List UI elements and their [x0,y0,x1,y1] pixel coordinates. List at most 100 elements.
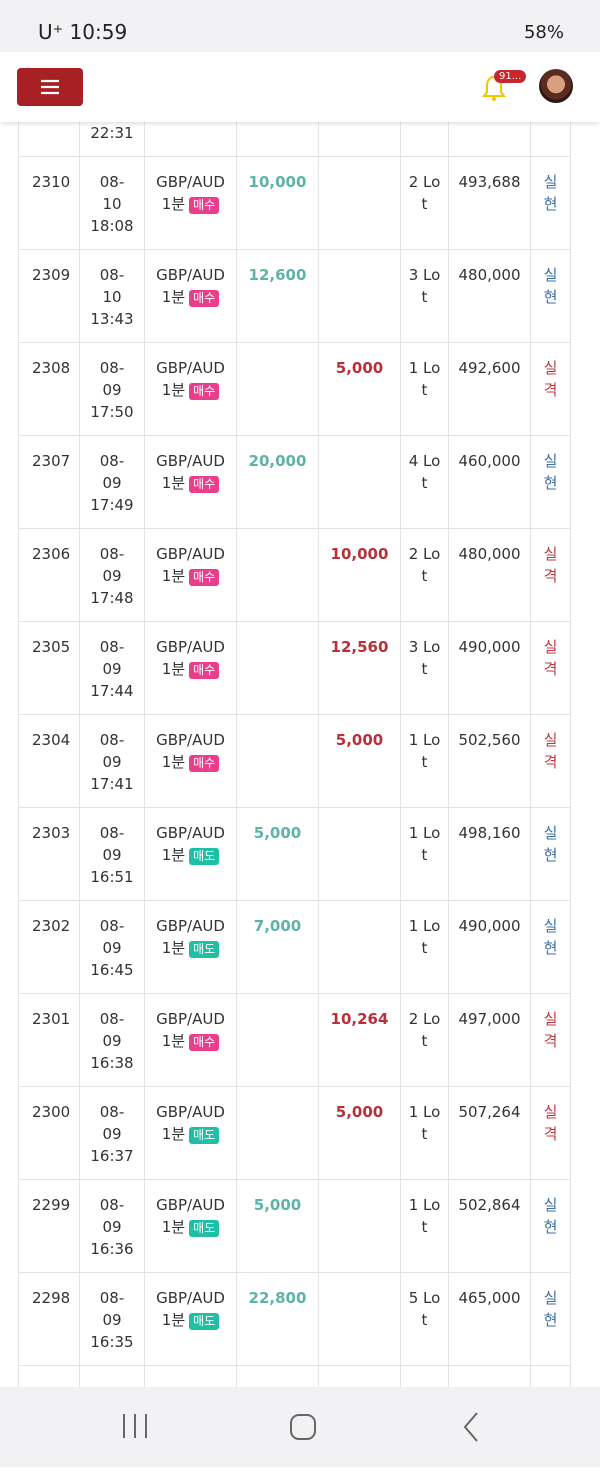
date-cell: 08-09 16:45 [80,901,145,994]
side-tag: 매수 [189,1034,220,1051]
status-cell: 실현 [531,157,571,250]
loss-cell [319,436,401,529]
balance: 460,000 [458,452,521,470]
period: 1분 [161,288,186,306]
side-tag: 매도 [189,1127,220,1144]
date: 08-09 [99,917,125,957]
balance-cell: 460,000 [449,436,531,529]
id-cell: 2303 [18,808,80,901]
pair-cell: GBP/AUD 1분 매도 [145,1273,237,1366]
date: 08-09 [99,1289,125,1329]
id-cell: 2306 [18,529,80,622]
side-tag: 매수 [189,383,220,400]
profit-cell [237,1087,319,1180]
balance-cell: 480,000 [449,529,531,622]
trade-id: 2302 [32,917,71,935]
loss: 5,000 [335,731,384,749]
lots: 1 Lot [408,731,441,771]
lots: 3 Lot [408,638,441,678]
lots-cell: 1 Lot [401,808,449,901]
lots-cell: 1 Lot [401,343,449,436]
status: 실격 [543,545,558,585]
balance-cell: 490,000 [449,901,531,994]
id-cell: 2305 [18,622,80,715]
balance: 480,000 [458,266,521,284]
date: 08-09 [99,1010,125,1050]
app-header: 91... [0,52,600,122]
table-cell [319,1366,401,1387]
loss-cell: 10,264 [319,994,401,1087]
balance: 498,160 [458,824,521,842]
loss-cell [319,250,401,343]
trade-id: 2298 [32,1289,71,1307]
nav-icons [123,1412,478,1442]
profit: 5,000 [253,824,302,842]
lots: 3 Lot [408,266,441,306]
loss: 5,000 [335,1103,384,1121]
status: 실격 [543,1010,558,1050]
pair-cell: GBP/AUD 1분 매수 [145,994,237,1087]
lots-cell: 1 Lot [401,715,449,808]
pair: GBP/AUD [156,1289,225,1307]
time: 17:49 [90,496,134,514]
trade-id: 2299 [32,1196,71,1214]
period: 1분 [161,753,186,771]
time: 17:48 [90,589,134,607]
pair-cell: GBP/AUD 1분 매수 [145,157,237,250]
lots: 1 Lot [408,917,441,957]
table-cell [237,122,319,157]
pair-cell: GBP/AUD 1분 매수 [145,343,237,436]
time: 16:37 [90,1147,134,1165]
side-tag: 매수 [189,569,220,586]
status-cell: 실격 [531,715,571,808]
balance: 502,560 [458,731,521,749]
side-tag: 매도 [189,1220,220,1237]
id-cell: 2300 [18,1087,80,1180]
trade-id: 2300 [32,1103,71,1121]
trade-table: 22:31 2310 08-10 18:08 GBP/AUD 1분 매수 10,000 2 Lo… [0,122,600,1387]
date-cell: 08-09 17:49 [80,436,145,529]
avatar[interactable] [539,69,573,103]
status-cell: 실현 [531,436,571,529]
loss: 12,560 [330,638,389,656]
profit-cell: 5,000 [237,1180,319,1273]
profit-cell [237,715,319,808]
status: 실현 [543,1289,558,1329]
lots-cell: 1 Lot [401,1180,449,1273]
time: 17:41 [90,775,134,793]
side-tag: 매수 [189,197,220,214]
lots-cell: 5 Lot [401,1273,449,1366]
table-cell [401,1366,449,1387]
profit-cell: 10,000 [237,157,319,250]
pair-cell: GBP/AUD 1분 매도 [145,1180,237,1273]
trade-id: 2305 [32,638,71,656]
balance: 502,864 [458,1196,521,1214]
balance: 480,000 [458,545,521,563]
date-cell: 08-09 16:35 [80,1273,145,1366]
id-cell: 2304 [18,715,80,808]
table-cell [145,122,237,157]
profit-cell: 22,800 [237,1273,319,1366]
pair-cell: GBP/AUD 1분 매수 [145,715,237,808]
profit: 7,000 [253,917,302,935]
menu-button[interactable] [17,68,83,106]
time: 22:31 [90,124,134,142]
side-tag: 매수 [189,290,220,307]
period: 1분 [161,195,186,213]
balance-cell: 465,000 [449,1273,531,1366]
status: 실격 [543,359,558,399]
id-cell: 2302 [18,901,80,994]
lots-cell: 2 Lot [401,529,449,622]
id-cell: 2307 [18,436,80,529]
status-cell: 실격 [531,1087,571,1180]
period: 1분 [161,660,186,678]
balance-cell: 502,560 [449,715,531,808]
status-cell: 실현 [531,1180,571,1273]
balance-cell: 490,000 [449,622,531,715]
profit-cell: 20,000 [237,436,319,529]
carrier-time: U⁺ 10:59 [38,20,128,44]
lots: 5 Lot [408,1289,441,1329]
id-cell: 2310 [18,157,80,250]
date: 08-09 [99,824,125,864]
pair: GBP/AUD [156,917,225,935]
